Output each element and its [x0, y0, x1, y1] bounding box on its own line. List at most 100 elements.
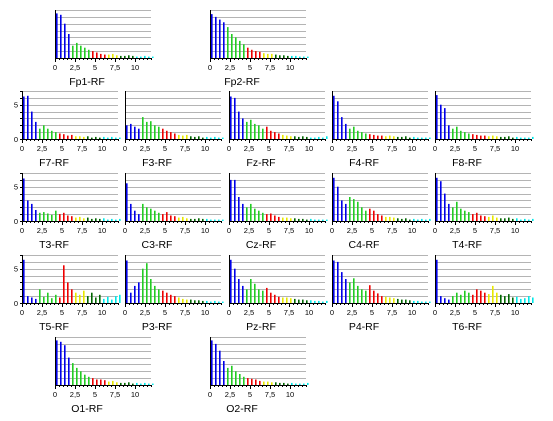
bar [302, 136, 304, 139]
x-tick-label: 2,5 [450, 226, 460, 235]
bar [333, 260, 335, 303]
bar [39, 128, 41, 139]
bar [282, 134, 284, 139]
bar [302, 218, 304, 221]
bar [322, 219, 324, 221]
gridlines [229, 173, 325, 215]
gridlines [332, 91, 428, 133]
bar [504, 136, 506, 139]
bar [76, 42, 78, 58]
bar [417, 219, 419, 221]
x-tick-label: 7,5 [387, 308, 397, 317]
bar [116, 55, 118, 58]
bar [166, 130, 168, 139]
bar [528, 296, 530, 303]
panel-o2-rf: 0 2,5 5 7,5 10 O2-RF [208, 337, 309, 415]
bar [246, 207, 248, 221]
panel-label: T4-RF [452, 239, 482, 251]
bar [190, 136, 192, 139]
bar [341, 272, 343, 303]
panel-pz-rf: 0 2,5 5 7,5 10 Pz-RF [227, 255, 328, 333]
bar [214, 136, 216, 139]
bar [222, 219, 224, 221]
bar [377, 135, 379, 139]
bar [119, 218, 121, 221]
bar [262, 290, 264, 303]
bar [504, 296, 506, 303]
x-tick-label: 7,5 [110, 63, 120, 72]
bar [140, 56, 142, 58]
gridlines [435, 255, 531, 297]
bars [56, 13, 154, 59]
bar [59, 297, 61, 303]
bar [158, 212, 160, 221]
bar [381, 296, 383, 303]
bar [67, 135, 69, 139]
bar [108, 381, 110, 385]
bar [119, 137, 121, 139]
bar [508, 136, 510, 139]
bar [31, 203, 33, 221]
bar [238, 197, 240, 221]
x-tick-label: 0 [20, 144, 24, 153]
bar [111, 136, 113, 139]
bar [405, 218, 407, 221]
bar [140, 383, 142, 385]
bar [512, 218, 514, 221]
bar [35, 121, 37, 139]
x-tick-label: 2,5 [225, 390, 235, 399]
bar [198, 136, 200, 139]
bar [270, 213, 272, 221]
x-tick-label: 0 [123, 308, 127, 317]
bars [436, 177, 534, 221]
bar [55, 210, 57, 221]
bar [417, 300, 419, 303]
bar [134, 285, 136, 303]
bar [385, 296, 387, 303]
panel-label: F4-RF [349, 157, 379, 169]
bar [267, 53, 269, 58]
bar [302, 299, 304, 303]
x-tick-label: 0 [330, 144, 334, 153]
bar [111, 218, 113, 221]
bar [158, 289, 160, 303]
bar [72, 363, 74, 385]
bar [401, 299, 403, 303]
bar [250, 119, 252, 139]
bar [270, 292, 272, 303]
bar [142, 268, 144, 303]
bar [80, 45, 82, 58]
x-tick-label: 10 [201, 226, 209, 235]
bar [532, 218, 534, 221]
bar [107, 137, 109, 139]
bar [286, 297, 288, 303]
bar [508, 217, 510, 221]
bar [303, 383, 305, 385]
bar [87, 136, 89, 139]
x-tick-label: 10 [408, 308, 416, 317]
panel-label: F8-RF [452, 157, 482, 169]
bar [223, 361, 225, 385]
x-tick-label: 7,5 [387, 144, 397, 153]
x-tick-label: 7,5 [110, 390, 120, 399]
bar [314, 137, 316, 139]
bar [75, 217, 77, 221]
bar [243, 44, 245, 58]
bar [500, 294, 502, 303]
bar [318, 300, 320, 303]
bar [234, 97, 236, 139]
bar [92, 378, 94, 385]
bar [115, 296, 117, 303]
panel-label: Fz-RF [246, 157, 275, 169]
bar [91, 137, 93, 139]
bar [130, 123, 132, 139]
bar [138, 282, 140, 303]
bars [333, 95, 431, 139]
bar [150, 208, 152, 221]
x-tick-label: 7,5 [77, 144, 87, 153]
bar [303, 56, 305, 58]
bar [43, 296, 45, 303]
bar [464, 210, 466, 221]
x-tick-label: 0 [330, 226, 334, 235]
